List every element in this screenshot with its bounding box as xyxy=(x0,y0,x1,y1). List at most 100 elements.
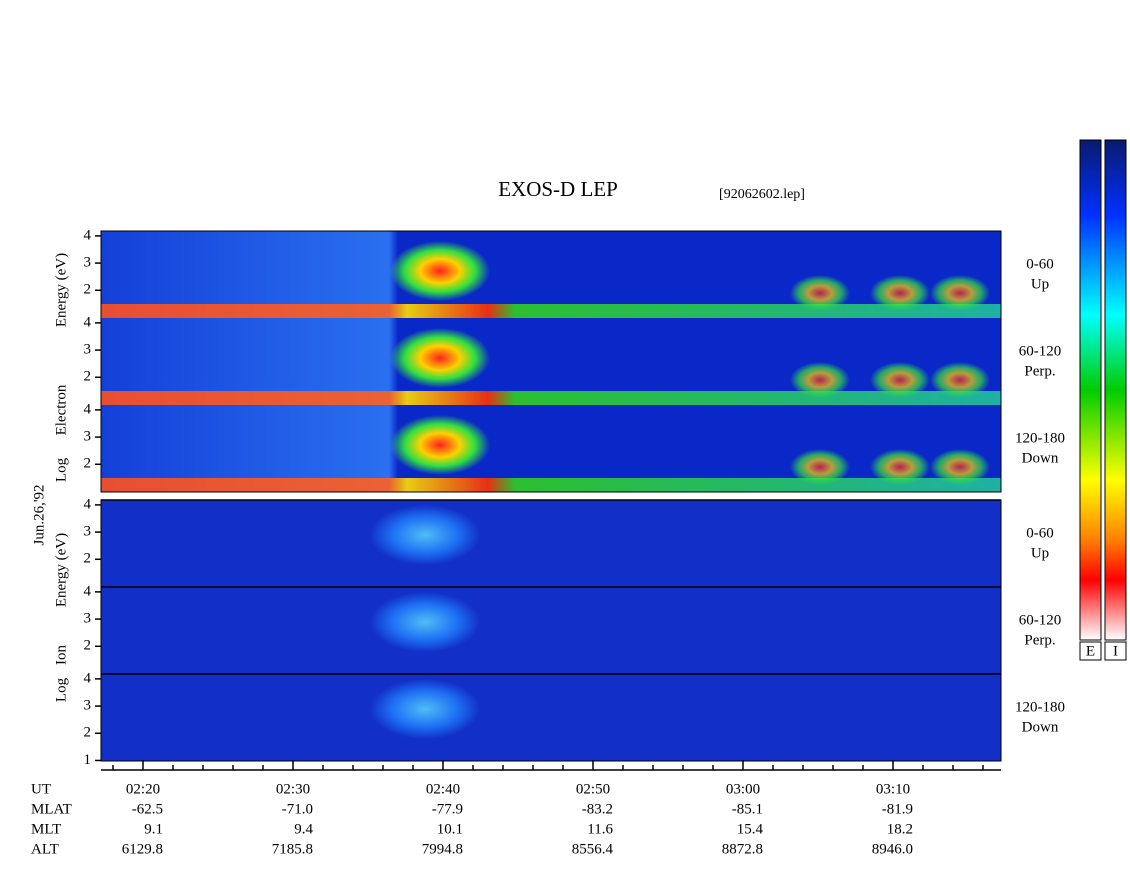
ephemeris-value: 9.1 xyxy=(144,821,163,837)
chart-title: EXOS-D LEP xyxy=(498,177,618,201)
spectrogram-patch xyxy=(870,362,930,398)
y-axis-label: Energy (eV) xyxy=(53,533,69,607)
color-bar-label: I xyxy=(1113,643,1118,659)
y-tick-label: 4 xyxy=(84,227,92,243)
panel-direction: Down xyxy=(1022,450,1059,466)
y-tick-label: 3 xyxy=(84,611,92,627)
panel-direction: Perp. xyxy=(1024,363,1055,379)
y-tick-label: 2 xyxy=(84,725,92,741)
spectrogram-patch xyxy=(370,679,480,739)
x-tick-label: 02:30 xyxy=(276,781,310,797)
ephemeris-label: MLAT xyxy=(31,801,72,817)
y-tick-label: 3 xyxy=(84,255,92,271)
ephemeris-value: -71.0 xyxy=(282,801,313,817)
ephemeris-value: 8556.4 xyxy=(572,841,614,857)
y-tick-label: 2 xyxy=(84,551,92,567)
color-bar-label: E xyxy=(1086,643,1095,659)
file-name: [92062602.lep] xyxy=(719,187,805,202)
ephemeris-value: 7185.8 xyxy=(272,841,313,857)
color-bar xyxy=(1079,139,1102,641)
spectrogram-band xyxy=(101,304,1001,318)
x-tick-label: 02:20 xyxy=(126,781,160,797)
y-tick-label: 4 xyxy=(84,670,92,686)
y-tick-label: 4 xyxy=(84,401,92,417)
color-bar xyxy=(1104,139,1127,641)
y-axis-label: Log xyxy=(53,457,69,482)
ephemeris-value: -77.9 xyxy=(432,801,463,817)
spectrogram-patch xyxy=(930,362,990,398)
ephemeris-value: 8872.8 xyxy=(722,841,763,857)
panel-angle: 120-180 xyxy=(1015,430,1065,446)
spectrogram-patch xyxy=(870,275,930,311)
panel-direction: Up xyxy=(1031,545,1049,561)
y-tick-label: 2 xyxy=(84,282,92,298)
x-tick-label: 03:10 xyxy=(876,781,910,797)
ephemeris-label: MLT xyxy=(31,821,61,837)
spectrogram-patch xyxy=(930,449,990,485)
spectrogram-background xyxy=(101,405,1001,492)
ephemeris-label: ALT xyxy=(31,841,59,857)
ephemeris-value: -83.2 xyxy=(582,801,613,817)
ephemeris-value: -62.5 xyxy=(132,801,163,817)
y-tick-label: 3 xyxy=(84,524,92,540)
spectrogram-patch xyxy=(370,505,480,565)
spectrogram-patch xyxy=(390,328,490,388)
y-tick-label: 2 xyxy=(84,638,92,654)
ephemeris-value: 8946.0 xyxy=(872,841,913,857)
ephemeris-value: 18.2 xyxy=(887,821,913,837)
y-tick-label: 3 xyxy=(84,698,92,714)
spectrogram-patch xyxy=(390,415,490,475)
x-tick-label: 03:00 xyxy=(726,781,760,797)
panel-frame xyxy=(100,230,1002,493)
spectrogram-background xyxy=(101,587,1001,674)
ephemeris-value: 7994.8 xyxy=(422,841,463,857)
spectrogram-patch xyxy=(930,275,990,311)
color-bar-label-box xyxy=(1079,641,1102,661)
panel-angle: 0-60 xyxy=(1026,525,1054,541)
y-tick-label: 3 xyxy=(84,342,92,358)
date-label: Jun.26,'92 xyxy=(31,484,47,545)
y-tick-label: 4 xyxy=(84,496,92,512)
spectrogram-patch xyxy=(370,592,480,652)
x-tick-label: 02:50 xyxy=(576,781,610,797)
spectrogram-background xyxy=(101,318,1001,405)
ephemeris-value: -81.9 xyxy=(882,801,913,817)
y-tick-label: 4 xyxy=(84,583,92,599)
spectrogram-patch xyxy=(390,241,490,301)
y-axis-label: Ion xyxy=(53,645,69,665)
ephemeris-value: 6129.8 xyxy=(122,841,163,857)
y-tick-label: 4 xyxy=(84,314,92,330)
spectrogram-band xyxy=(101,478,1001,492)
spectrogram-patch xyxy=(790,362,850,398)
ephemeris-value: -85.1 xyxy=(732,801,763,817)
spectrogram-patch xyxy=(790,449,850,485)
panel-frame xyxy=(100,499,1002,762)
y-tick-label: 2 xyxy=(84,456,92,472)
panel-angle: 0-60 xyxy=(1026,256,1054,272)
spectrogram-background xyxy=(101,674,1001,761)
panel-direction: Perp. xyxy=(1024,632,1055,648)
y-axis-label: Energy (eV) xyxy=(53,253,69,327)
panel-direction: Down xyxy=(1022,719,1059,735)
ephemeris-value: 11.6 xyxy=(587,821,613,837)
spectrogram-background xyxy=(101,231,1001,318)
ephemeris-value: 15.4 xyxy=(737,821,764,837)
y-tick-label: 2 xyxy=(84,369,92,385)
spectrogram-background xyxy=(101,500,1001,587)
panel-angle: 120-180 xyxy=(1015,699,1065,715)
y-axis-label: Log xyxy=(53,677,69,702)
ephemeris-value: 10.1 xyxy=(437,821,463,837)
ephemeris-value: 9.4 xyxy=(294,821,313,837)
panel-angle: 60-120 xyxy=(1019,343,1062,359)
panel-direction: Up xyxy=(1031,276,1049,292)
y-axis-label: Electron xyxy=(53,384,69,435)
color-bar-label-box xyxy=(1104,641,1127,661)
spectrogram-band xyxy=(101,391,1001,405)
y-tick-label: 1 xyxy=(84,752,92,768)
spectrogram-patch xyxy=(870,449,930,485)
x-tick-label: 02:40 xyxy=(426,781,460,797)
panel-angle: 60-120 xyxy=(1019,612,1062,628)
spectrogram-patch xyxy=(790,275,850,311)
